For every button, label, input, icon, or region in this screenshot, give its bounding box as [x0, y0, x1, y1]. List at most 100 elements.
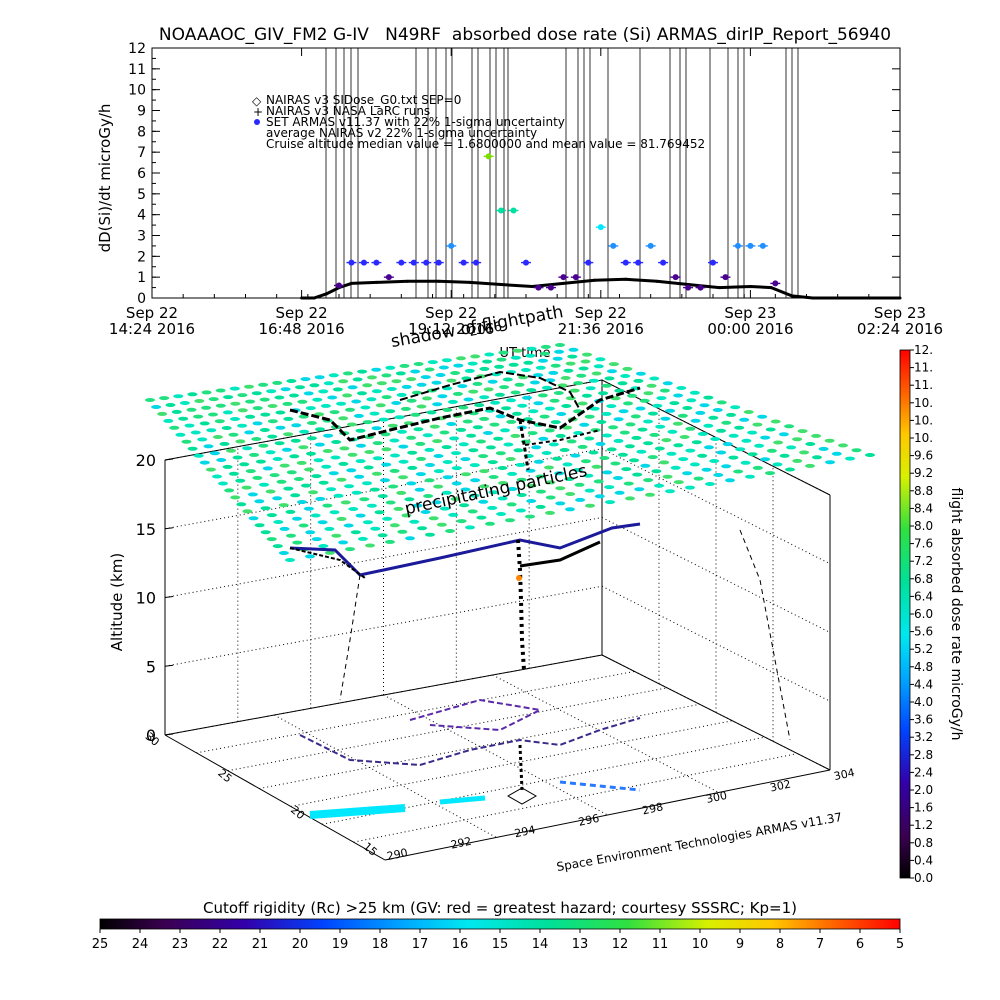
dose-colorbar-tick-label: 7.2 — [914, 554, 933, 568]
rigidity-tick-label: 17 — [412, 937, 429, 952]
particle-ellipse — [224, 488, 235, 493]
particle-ellipse — [362, 520, 373, 525]
particle-ellipse — [331, 533, 342, 538]
dose-colorbar-tick-label: 8.0 — [914, 519, 933, 533]
rigidity-tick-label: 6 — [856, 937, 864, 952]
precipitating-particles-field — [145, 343, 875, 562]
particle-ellipse — [531, 445, 542, 450]
legend-line-1: NAIRAS v3 SIDose_G0.txt SEP=0 — [266, 93, 461, 107]
particle-ellipse — [400, 406, 411, 411]
particle-ellipse — [425, 463, 435, 467]
particle-ellipse — [417, 526, 428, 531]
particle-ellipse — [372, 441, 383, 446]
particle-ellipse — [323, 381, 334, 386]
particle-ellipse — [420, 375, 431, 380]
particle-ellipse — [451, 451, 461, 456]
particle-ellipse — [464, 368, 475, 373]
rigidity-tick-label: 11 — [652, 937, 669, 952]
nairas-point — [312, 296, 316, 300]
particle-ellipse — [441, 445, 452, 450]
particle-ellipse — [345, 407, 355, 412]
armas-point — [435, 259, 442, 266]
particle-ellipse — [541, 451, 552, 455]
x-tick-label-date: Sep 22 — [575, 304, 627, 322]
particle-ellipse — [525, 514, 535, 519]
particle-ellipse — [730, 405, 741, 410]
particle-ellipse — [563, 368, 574, 373]
particle-ellipse — [678, 457, 689, 462]
top-y-axis-label: dD(Si)/dt microGy/h — [96, 104, 114, 253]
particle-ellipse — [865, 453, 875, 457]
particle-ellipse — [785, 467, 795, 472]
particle-ellipse — [433, 454, 444, 458]
rigidity-tick-label: 12 — [612, 937, 629, 952]
armas-point — [747, 242, 754, 249]
particle-ellipse — [522, 395, 532, 400]
particle-ellipse — [290, 438, 301, 443]
particle-ellipse — [298, 445, 309, 450]
nairas-point — [748, 285, 752, 289]
particle-ellipse — [505, 457, 516, 461]
particle-ellipse — [321, 464, 332, 469]
particle-ellipse — [407, 465, 418, 470]
particle-ellipse — [433, 484, 444, 489]
particle-ellipse — [187, 446, 198, 451]
particle-ellipse — [507, 471, 518, 476]
particle-ellipse — [594, 494, 605, 499]
particle-ellipse — [554, 471, 565, 476]
particle-ellipse — [541, 385, 552, 390]
particle-ellipse — [367, 375, 377, 380]
particle-ellipse — [342, 371, 353, 376]
particle-ellipse — [553, 391, 564, 395]
particle-ellipse — [716, 450, 727, 455]
dose-colorbar-tick-label: 11. — [914, 378, 933, 392]
particle-ellipse — [752, 422, 763, 427]
particle-ellipse — [818, 446, 829, 451]
particle-ellipse — [458, 442, 469, 447]
particle-ellipse — [406, 435, 417, 440]
particle-ellipse — [330, 455, 341, 460]
particle-ellipse — [747, 452, 758, 457]
particle-ellipse — [298, 523, 309, 528]
armas-point — [722, 274, 729, 281]
particle-ellipse — [296, 460, 307, 465]
x-tick-label-time: 19:12 2016 — [408, 320, 494, 338]
particle-ellipse — [221, 426, 232, 430]
particle-ellipse — [606, 404, 617, 409]
particle-ellipse — [212, 435, 223, 439]
nairas-point — [717, 286, 721, 290]
particle-ellipse — [773, 440, 784, 445]
particle-ellipse — [565, 361, 576, 366]
particle-ellipse — [548, 370, 559, 375]
particle-ellipse — [745, 474, 755, 479]
particle-ellipse — [516, 477, 527, 482]
particle-ellipse — [397, 429, 407, 434]
particle-ellipse — [226, 448, 236, 453]
altitude-grid-line — [601, 654, 831, 771]
armas-point — [622, 259, 629, 266]
nairas-point — [499, 282, 503, 286]
particle-ellipse — [588, 450, 599, 455]
legend-line-5: Cruise altitude median value = 1.6800000… — [266, 137, 705, 151]
particle-ellipse — [163, 418, 174, 423]
particle-ellipse — [292, 516, 302, 521]
particle-ellipse — [286, 533, 296, 538]
y-tick-label: 10 — [128, 83, 146, 99]
particle-ellipse — [498, 350, 509, 355]
armas-point — [360, 259, 367, 266]
particle-ellipse — [260, 506, 271, 511]
particle-ellipse — [266, 389, 277, 394]
armas-point — [423, 259, 430, 266]
particle-ellipse — [381, 447, 392, 452]
particle-ellipse — [305, 530, 316, 535]
particle-ellipse — [267, 419, 278, 424]
particle-ellipse — [583, 473, 594, 478]
y-tick-label: 0 — [137, 291, 146, 307]
particle-ellipse — [613, 438, 624, 443]
particle-ellipse — [605, 500, 615, 505]
particle-ellipse — [522, 417, 533, 422]
particle-ellipse — [770, 419, 781, 424]
particle-ellipse — [208, 397, 219, 402]
particle-ellipse — [520, 368, 531, 372]
particle-ellipse — [634, 487, 645, 492]
